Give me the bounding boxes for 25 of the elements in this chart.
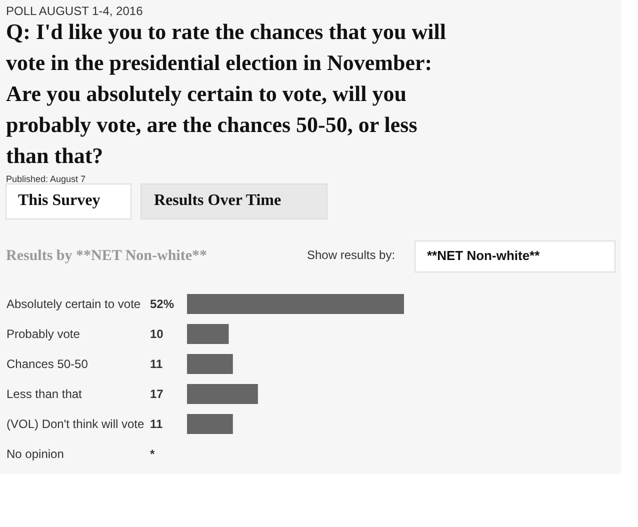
y-tick-label: Chances 50-50 — [6, 357, 88, 371]
y-tick-label: Probably vote — [6, 327, 80, 341]
text: Show results by: — [307, 248, 396, 262]
data-label: 17 — [150, 387, 164, 401]
data-label: 11 — [150, 357, 164, 371]
bar — [187, 384, 258, 404]
data-label: 10 — [150, 327, 164, 341]
bar — [187, 294, 404, 314]
data-label: 11 — [150, 417, 164, 431]
text: Published: August 7 — [6, 174, 86, 184]
text: **NET Non-white** — [427, 248, 541, 263]
bar — [187, 324, 229, 344]
text: * — [150, 447, 155, 461]
bar — [187, 354, 233, 374]
y-tick-label: (VOL) Don't think will vote — [6, 417, 144, 431]
text: POLL AUGUST 1-4, 2016 — [6, 4, 144, 18]
text: Results by **NET Non-white** — [6, 248, 207, 264]
y-tick-label: Less than that — [6, 387, 83, 401]
y-tick-label: Absolutely certain to vote — [6, 297, 141, 311]
data-label: 52% — [150, 297, 174, 311]
text: This Survey — [18, 192, 100, 209]
y-tick-label: No opinion — [6, 447, 64, 461]
chart-title: Q: I'd like you to rate the chances that you will vote in the presidential election in November: Are you absolutely certain to vote, will you probably vote, are the chances 50-50, or less than that? — [6, 19, 446, 168]
text: Results Over Time — [154, 192, 282, 209]
bar — [187, 414, 233, 434]
